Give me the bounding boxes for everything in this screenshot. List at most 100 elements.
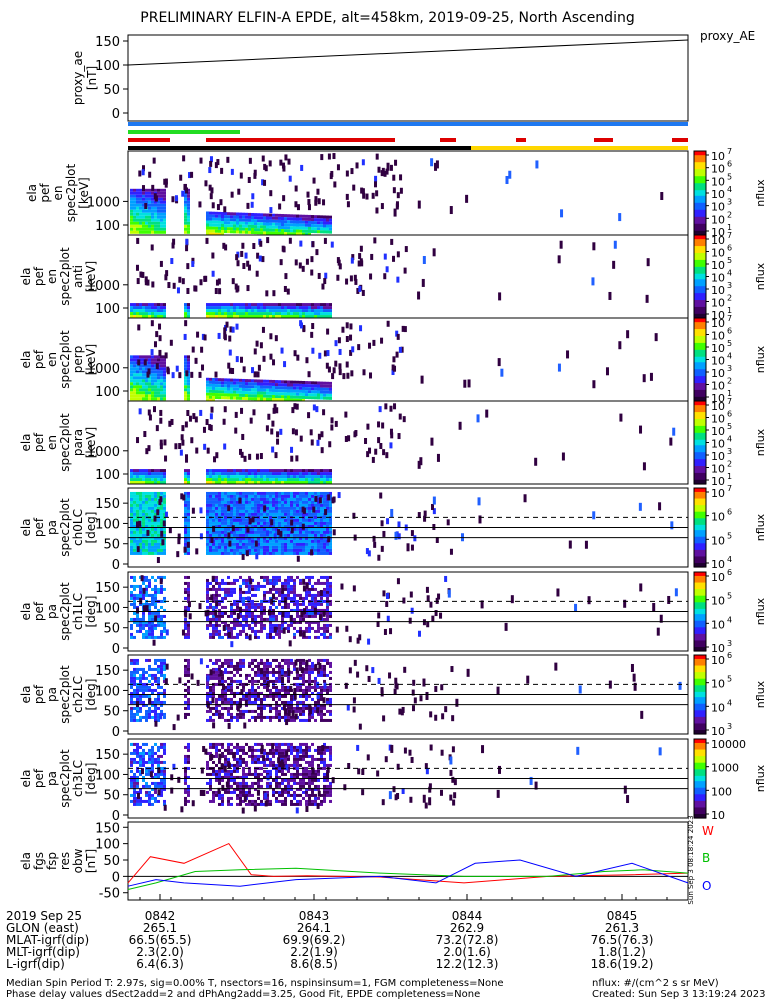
spec-pixel [251,516,255,523]
colorbar-swatch [694,412,706,415]
spec-pixel [257,605,260,609]
spec-pixel [287,481,290,485]
spec-pixel [293,403,297,410]
spec-pixel [263,312,266,316]
spec-pixel [133,212,136,216]
spec-pixel [157,227,160,231]
spec-pixel [157,718,160,722]
colorbar-swatch [694,356,706,359]
spec-pixel [302,232,305,236]
spec-pixel [136,497,139,501]
spec-pixel [307,204,311,211]
colorbar-swatch [694,327,706,330]
colorbar-swatch [694,391,706,394]
spec-pixel [305,229,308,233]
spec-pixel [326,527,329,531]
spec-pixel [148,494,151,498]
spec-pixel [154,376,157,380]
spec-pixel [350,257,354,264]
spec-pixel [251,491,254,495]
spec-pixel [227,706,230,710]
spec-pixel [236,539,239,543]
spec-pixel [328,441,332,448]
spec-pixel [320,431,324,438]
proxy-ae-legend: proxy_AE [700,29,755,43]
spec-pixel [437,593,441,600]
spec-pixel [142,497,145,501]
spec-pixel [227,524,230,528]
colorbar-swatch [694,428,706,431]
spec-pixel [187,494,190,498]
spec-pixel [245,608,248,612]
energy-panel-2-ylabel: pef [32,349,46,369]
spec-pixel [248,584,251,588]
spec-pixel [187,590,190,594]
spec-pixel [153,515,157,522]
spec-pixel [151,194,154,198]
spec-pixel [148,614,151,618]
spec-pixel [239,230,242,234]
spec-pixel [308,472,311,476]
spec-pixel [248,506,251,510]
spec-pixel [224,533,227,537]
spec-pixel [278,491,281,495]
spec-pixel [254,527,257,531]
spec-pixel [251,213,254,217]
spec-pixel [242,515,245,519]
proxy-ae-ylabel: proxy_ae [71,51,85,105]
spec-pixel [215,494,218,498]
spec-pixel [251,602,254,606]
spec-pixel [221,715,224,719]
spec-pixel [311,503,314,507]
spec-pixel [221,497,224,501]
spec-pixel [209,469,212,473]
colorbar-swatch [694,200,706,202]
spec-pixel [287,500,290,504]
spec-pixel [329,542,332,546]
spec-pixel [257,506,260,510]
spec-pixel [136,221,139,225]
colorbar-swatch [694,158,706,160]
spec-pixel [164,274,168,281]
spec-pixel [218,503,221,507]
spec-pixel [257,228,260,232]
spec-pixel [281,503,284,507]
spec-pixel [187,370,190,374]
spec-pixel [248,453,252,460]
spec-pixel [291,407,295,414]
spec-pixel [187,551,190,555]
colorbar-swatch [694,461,706,464]
spec-pixel [212,611,215,615]
spec-pixel [130,709,133,713]
spec-pixel [320,533,323,537]
spec-pixel [184,512,187,516]
colorbar-swatch [694,430,706,433]
spec-pixel [206,609,210,616]
spec-pixel [145,188,148,192]
spec-pixel [163,306,166,310]
spec-pixel [284,395,287,399]
spec-pixel [160,379,163,383]
spec-pixel [136,385,139,389]
spec-pixel [269,545,272,549]
spec-pixel [191,507,195,514]
spec-pixel [287,533,290,537]
spec-pixel [284,220,287,224]
spec-pixel [296,536,299,540]
spec-pixel [145,209,148,213]
spec-pixel [154,218,157,222]
colorbar-swatch [694,463,706,466]
spec-pixel [233,611,236,615]
spec-pixel [322,610,326,617]
colorbar-swatch [694,235,706,237]
spec-pixel [242,381,245,385]
spec-pixel [305,512,308,516]
spec-pixel [157,697,160,701]
spec-pixel [151,197,154,201]
spec-pixel [209,685,212,689]
spec-pixel [257,382,260,386]
spec-pixel [311,500,314,504]
spec-pixel [248,491,251,495]
spec-pixel [218,632,221,636]
spec-pixel [278,500,281,504]
